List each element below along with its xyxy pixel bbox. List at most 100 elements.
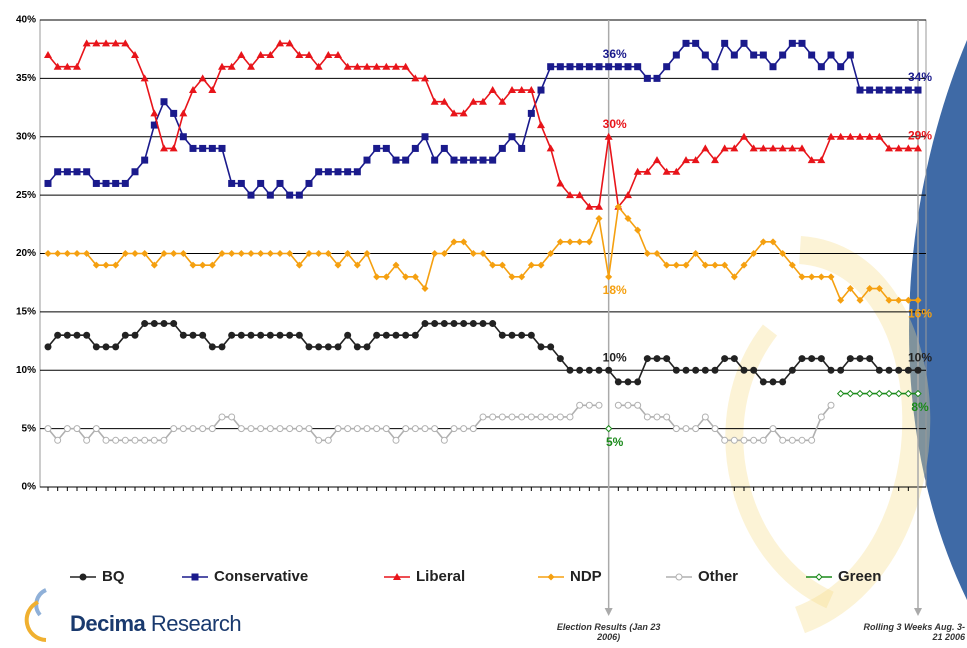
marker [576,63,583,70]
marker [567,63,574,70]
marker [461,426,467,432]
marker [828,273,835,280]
marker [64,426,70,432]
marker [760,52,767,59]
marker [605,273,612,280]
marker [422,320,429,327]
marker [238,180,245,187]
marker [586,63,593,70]
marker [422,426,428,432]
marker [760,378,767,385]
marker [596,402,602,408]
marker [808,355,815,362]
marker [402,332,409,339]
marker [576,367,583,374]
marker [287,426,293,432]
marker [528,110,535,117]
chart: 0%5%10%15%20%25%30%35%40%10%10%36%34%30%… [0,0,967,648]
marker [403,426,409,432]
marker [286,192,293,199]
marker [528,414,534,420]
series-line [48,324,918,382]
marker [219,414,225,420]
marker [702,414,708,420]
marker [267,426,273,432]
marker [673,367,680,374]
marker [171,426,177,432]
marker [180,133,187,140]
marker [393,157,400,164]
marker [741,367,748,374]
marker [44,51,52,58]
series-line [48,43,918,195]
marker [847,52,854,59]
marker [548,414,554,420]
marker [248,426,254,432]
marker [866,87,873,94]
marker [286,332,293,339]
marker [886,87,893,94]
marker [54,332,61,339]
marker [257,250,264,257]
marker [354,168,361,175]
marker [373,273,380,280]
legend-marker [816,574,822,580]
marker [393,332,400,339]
marker [354,343,361,350]
marker [93,426,99,432]
marker [625,402,631,408]
marker [480,157,487,164]
marker [692,40,699,47]
marker [441,437,447,443]
marker [905,87,912,94]
marker [886,391,892,397]
marker [654,414,660,420]
marker [722,437,728,443]
marker [122,332,129,339]
marker [818,355,825,362]
marker [799,355,806,362]
marker [915,87,922,94]
marker [663,355,670,362]
legend-marker [548,574,555,581]
marker [489,86,497,93]
legend-label: Other [698,568,738,585]
marker [828,402,834,408]
marker [151,320,158,327]
marker [547,63,554,70]
y-tick-label: 5% [22,423,37,434]
marker [847,355,854,362]
marker [606,426,612,432]
legend-label: Liberal [416,568,465,585]
legend-label: Green [838,568,881,585]
page: {"chart_data":{"type":"line", "categorie… [0,0,967,648]
marker [161,320,168,327]
data-label: 10% [908,350,932,364]
marker [654,75,661,82]
marker [190,426,196,432]
marker [712,262,719,269]
marker [586,367,593,374]
marker [673,426,679,432]
marker [199,145,206,152]
marker [248,192,255,199]
marker [325,168,332,175]
marker [644,250,651,257]
annotation-arrowhead [605,608,613,616]
marker [237,51,245,58]
y-tick-label: 10% [16,365,36,376]
marker [170,250,177,257]
marker [141,157,148,164]
marker [509,133,516,140]
marker [74,426,80,432]
marker [886,367,893,374]
marker [770,426,776,432]
marker [683,426,689,432]
marker [277,180,284,187]
marker [789,40,796,47]
marker [625,63,632,70]
marker [470,157,477,164]
marker [161,98,168,105]
marker [818,414,824,420]
y-tick-label: 0% [22,482,37,493]
